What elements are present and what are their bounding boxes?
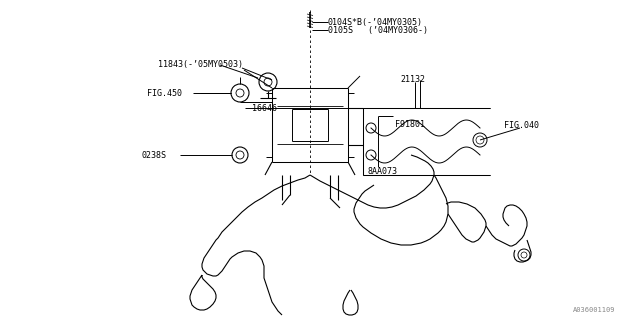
Text: 11843(-’05MY0503): 11843(-’05MY0503) bbox=[158, 60, 243, 69]
Text: F91801: F91801 bbox=[395, 120, 425, 129]
Text: 0104S*B(-’04MY0305): 0104S*B(-’04MY0305) bbox=[328, 18, 423, 27]
Text: 0238S: 0238S bbox=[142, 151, 167, 160]
Text: 0105S   (’04MY0306-): 0105S (’04MY0306-) bbox=[328, 26, 428, 35]
Text: 21132: 21132 bbox=[400, 75, 425, 84]
Text: A036001109: A036001109 bbox=[573, 307, 615, 313]
Text: 8AA073: 8AA073 bbox=[368, 167, 398, 176]
Text: 16646: 16646 bbox=[252, 104, 277, 113]
Text: FIG.450: FIG.450 bbox=[147, 89, 182, 98]
Text: FIG.040: FIG.040 bbox=[504, 121, 539, 130]
